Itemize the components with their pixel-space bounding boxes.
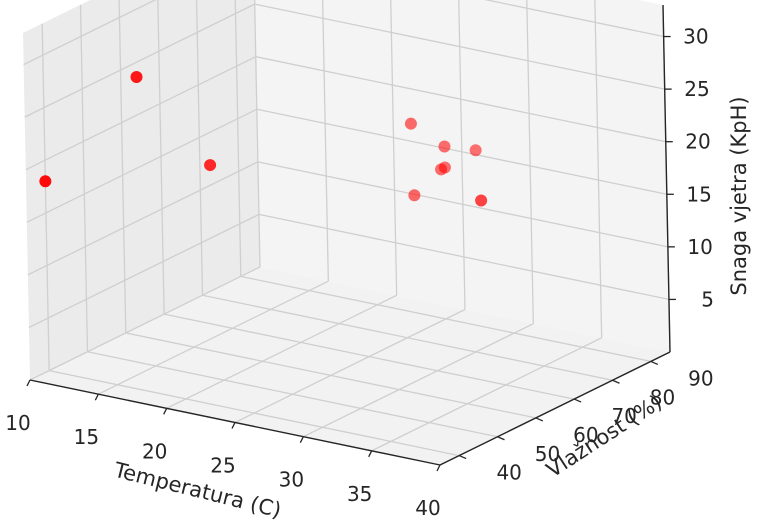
data-point (130, 70, 143, 83)
data-point (435, 163, 448, 176)
grid-line-z-left (23, 0, 157, 66)
grid-line-y-left (118, 0, 127, 333)
grid-line-y-floor (240, 275, 651, 363)
y-tick (458, 454, 467, 460)
y-tick-label: 60 (573, 423, 598, 447)
grid-line-z-back (255, 56, 666, 143)
grid-line-x-back (458, 0, 466, 310)
y-tick-label: 80 (650, 385, 675, 409)
grid-line-z-left (27, 161, 259, 276)
grid-line-z-left (25, 56, 257, 171)
grid-line-x-back (322, 0, 329, 282)
data-point (404, 117, 417, 130)
grid-line-y-floor (125, 332, 536, 419)
y-tick (573, 398, 582, 403)
x-tick-label: 10 (5, 411, 30, 435)
data-points (39, 70, 488, 207)
z-tick-label: 10 (687, 235, 712, 259)
z-tick-label: 15 (686, 182, 711, 206)
grid-line-x-back (594, 0, 603, 338)
x-tick-label: 20 (142, 439, 167, 463)
y-tick-label: 50 (535, 442, 560, 466)
data-point (469, 144, 482, 157)
grid-line-z-left (28, 213, 260, 329)
x-tick (436, 464, 441, 472)
grid-line-z-back (256, 108, 667, 195)
axes-panes (23, 0, 670, 465)
x-tick-label: 25 (210, 454, 235, 478)
grid-line-x-floor (303, 323, 534, 438)
y-tick-label: 90 (688, 366, 713, 390)
grid-line-x-floor (166, 294, 397, 409)
x-tick-label: 30 (279, 468, 304, 492)
grid-lines (23, 0, 671, 466)
grid-line-y-left (195, 0, 204, 296)
y-tick (650, 360, 659, 366)
x-tick (163, 408, 168, 415)
tick-labels: 10 15 20 25 30 35 40 40 50 60 70 80 90 5 10 15 20 25 30 (5, 25, 714, 520)
x-tick (368, 450, 373, 458)
grid-line-y-floor (87, 351, 498, 438)
grid-line-x-floor (29, 266, 261, 381)
x-tick (299, 436, 304, 443)
x-tick-label: 15 (74, 425, 99, 449)
grid-line-x-back (253, 0, 261, 268)
y-axis-line (439, 351, 671, 466)
data-point (438, 140, 451, 153)
grid-line-y-left (79, 4, 89, 352)
z-tick-label: 30 (683, 25, 708, 49)
y-tick-label: 40 (496, 461, 521, 485)
x-tick (94, 393, 99, 401)
y-tick (497, 436, 505, 441)
y-tick (612, 379, 620, 384)
grid-line-z-back (257, 161, 669, 248)
z-tick-label: 5 (701, 287, 714, 311)
x-tick-label: 35 (347, 482, 372, 506)
tick-marks (26, 35, 676, 472)
data-point (408, 189, 421, 202)
y-tick (535, 417, 544, 422)
grid-line-x-floor (234, 308, 466, 424)
z-tick-label: 25 (684, 77, 709, 101)
grid-line-y-floor (164, 313, 575, 400)
z-axis-label: Snaga vjetra (KpH) (727, 96, 751, 295)
grid-line-z-back (258, 213, 670, 301)
grid-line-y-left (41, 23, 50, 371)
grid-line-z-left (26, 108, 258, 223)
grid-line-y-left (234, 0, 242, 277)
y-tick-label: 70 (611, 404, 636, 428)
data-point (475, 194, 488, 207)
x-axis-label: Temperatura (C) (111, 458, 284, 523)
z-axis-line (662, 4, 671, 353)
grid-line-x-back (390, 0, 398, 296)
grid-line-y-floor (49, 369, 460, 457)
grid-line-x-back (526, 0, 534, 324)
grid-line-x-floor (371, 337, 602, 452)
grid-line-z-left (24, 3, 255, 118)
grid-line-z-back (254, 3, 665, 90)
grid-line-x-floor (98, 280, 329, 395)
grid-line-y-left (157, 0, 165, 315)
x-tick-label: 40 (415, 496, 440, 520)
data-point (39, 175, 52, 188)
z-tick-label: 20 (685, 130, 710, 154)
x-tick (26, 379, 31, 387)
grid-line-y-floor (202, 294, 613, 381)
grid-line-z-back (484, 0, 664, 38)
data-point (204, 159, 217, 172)
x-tick (231, 422, 236, 429)
